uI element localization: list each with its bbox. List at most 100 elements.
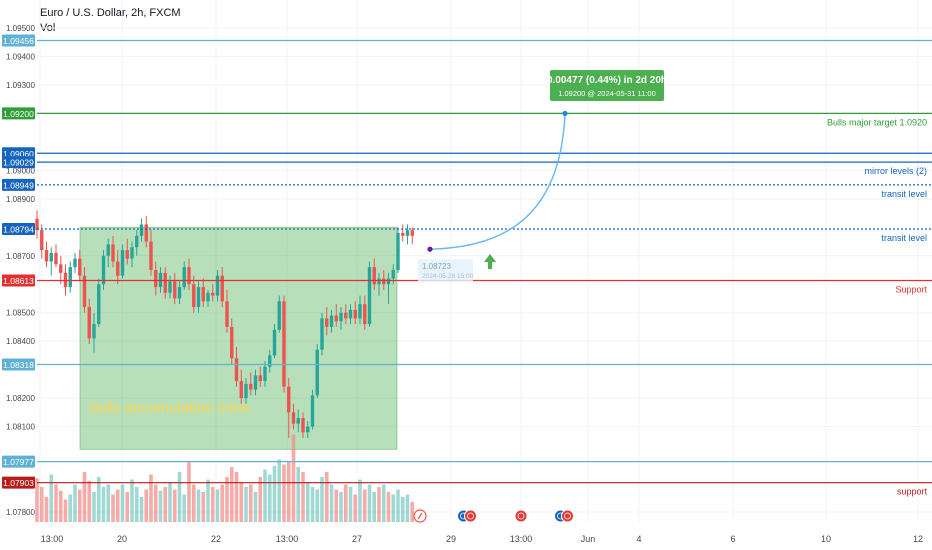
volume-bar	[267, 474, 272, 522]
volume-bar	[362, 489, 367, 522]
volume-bar	[348, 487, 353, 522]
x-tick-label: 13:00	[510, 534, 533, 544]
event-flag-ring	[517, 512, 525, 520]
projection-layer: 0.00477 (0.44%) in 2d 20h 1.09200 @ 2024-…	[418, 70, 667, 282]
price-line-label: support	[897, 487, 928, 497]
volume-bar	[191, 484, 196, 522]
volume-bar	[201, 492, 206, 522]
candle-body	[111, 244, 115, 262]
candle-body	[353, 309, 357, 319]
volume-bar	[44, 497, 49, 522]
candle-body	[382, 278, 386, 285]
volume-bar	[153, 484, 158, 522]
candle-body	[234, 358, 239, 382]
candle-body	[97, 284, 101, 325]
price-tag-box	[2, 107, 35, 120]
volume-bar	[58, 490, 63, 522]
volume-bar	[358, 479, 362, 522]
volume-bar	[263, 469, 267, 522]
volume-bar	[172, 489, 177, 522]
candle-body	[149, 241, 153, 270]
price-line-label: mirror levels (2)	[864, 166, 927, 176]
volume-bar	[405, 494, 410, 522]
volume-bar	[96, 477, 101, 522]
candle-body	[168, 281, 172, 293]
accumulation-zone-layer: bulls accumulation zone	[79, 226, 398, 450]
candle-body	[215, 275, 220, 296]
volume-bar	[220, 484, 225, 522]
candle-body	[68, 267, 72, 288]
volume-bar	[87, 480, 92, 522]
candle-body	[177, 287, 182, 299]
volume-bar	[139, 497, 144, 522]
candle-body	[49, 252, 53, 262]
volume-bar	[320, 477, 324, 522]
price-tag-box	[2, 358, 35, 371]
event-flag-ring	[467, 512, 474, 520]
volume-bar	[54, 484, 58, 522]
x-tick-label: 22	[211, 534, 221, 544]
event-flag-us-icon	[561, 509, 574, 523]
candle-body	[201, 287, 205, 302]
start-tag-box	[418, 259, 473, 282]
volume-bar	[396, 489, 400, 522]
candle-body	[263, 366, 267, 382]
candle-body	[196, 287, 201, 308]
volume-bar	[239, 482, 244, 522]
candle-body	[225, 301, 229, 327]
candle-body	[211, 292, 215, 296]
volume-bar	[225, 477, 229, 522]
x-tick-label: 4	[636, 534, 641, 544]
event-icon	[514, 509, 528, 523]
candle-body	[230, 326, 234, 359]
candle-body	[116, 261, 120, 276]
volume-bar	[63, 499, 68, 522]
y-tick-label: 1.08100	[6, 423, 35, 432]
price-tag: 1.09456	[3, 36, 34, 46]
price-tag-box	[2, 34, 35, 47]
candle-body	[135, 235, 139, 248]
chart-title: Euro / U.S. Dollar, 2h, FXCM	[40, 7, 181, 19]
start-date-tag: 2024-05-28 15:00	[422, 273, 474, 280]
candle-body	[386, 278, 391, 285]
candle-body	[163, 272, 167, 293]
volume-bar	[324, 472, 329, 522]
candle-body	[139, 224, 144, 236]
candle-body	[358, 304, 362, 319]
candle-body	[396, 232, 400, 270]
y-tick-label: 1.08900	[6, 195, 35, 204]
volume-bar	[182, 494, 187, 522]
candle-body	[401, 232, 405, 236]
volume-bar	[144, 489, 149, 522]
volume-bar	[334, 489, 339, 522]
volume-bar	[234, 472, 239, 522]
volume-bar	[372, 492, 377, 522]
volume-bar	[196, 489, 201, 522]
y-tick-label: 1.09400	[6, 52, 35, 61]
price-tag: 1.07903	[3, 478, 34, 488]
volume-bar	[177, 472, 182, 522]
volume-bar	[187, 462, 191, 522]
candle-body	[35, 218, 39, 231]
price-tag: 1.07977	[3, 457, 34, 467]
volume-bar	[115, 489, 120, 522]
price-tag-box	[2, 156, 35, 169]
volume-bar	[158, 490, 163, 522]
volume-bar	[39, 487, 44, 522]
candle-body	[220, 275, 224, 302]
event-icon	[457, 509, 477, 523]
up-arrow-icon	[484, 254, 496, 269]
volume-bar	[149, 474, 153, 522]
volume-bar	[353, 494, 358, 522]
candle-body	[272, 329, 277, 356]
volume-bar	[343, 484, 348, 522]
volume-bar	[35, 478, 39, 522]
x-tick-label: 6	[730, 534, 735, 544]
volume-bar	[101, 487, 106, 522]
x-axis-bg	[0, 527, 932, 550]
x-tick-label: 27	[352, 534, 362, 544]
chart-grid	[37, 0, 932, 522]
candle-body	[59, 264, 63, 273]
candle-body	[296, 418, 300, 424]
